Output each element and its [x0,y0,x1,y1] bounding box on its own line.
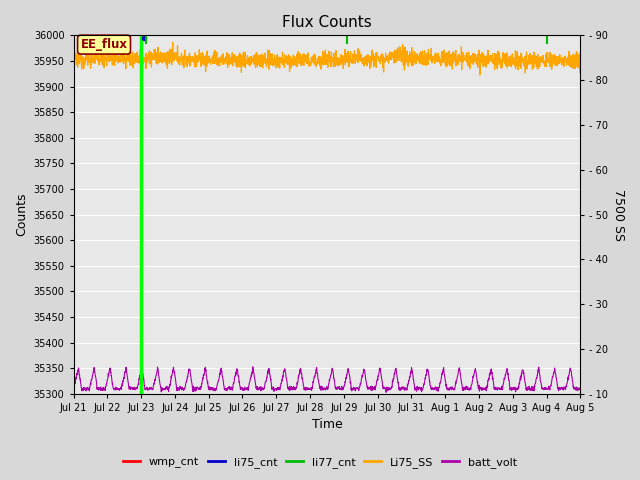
Y-axis label: Counts: Counts [15,193,28,236]
Y-axis label: 7500 SS: 7500 SS [612,189,625,240]
Legend: wmp_cnt, li75_cnt, li77_cnt, Li75_SS, batt_volt: wmp_cnt, li75_cnt, li77_cnt, Li75_SS, ba… [119,452,521,472]
X-axis label: Time: Time [312,419,342,432]
Text: EE_flux: EE_flux [81,38,127,51]
Title: Flux Counts: Flux Counts [282,15,372,30]
